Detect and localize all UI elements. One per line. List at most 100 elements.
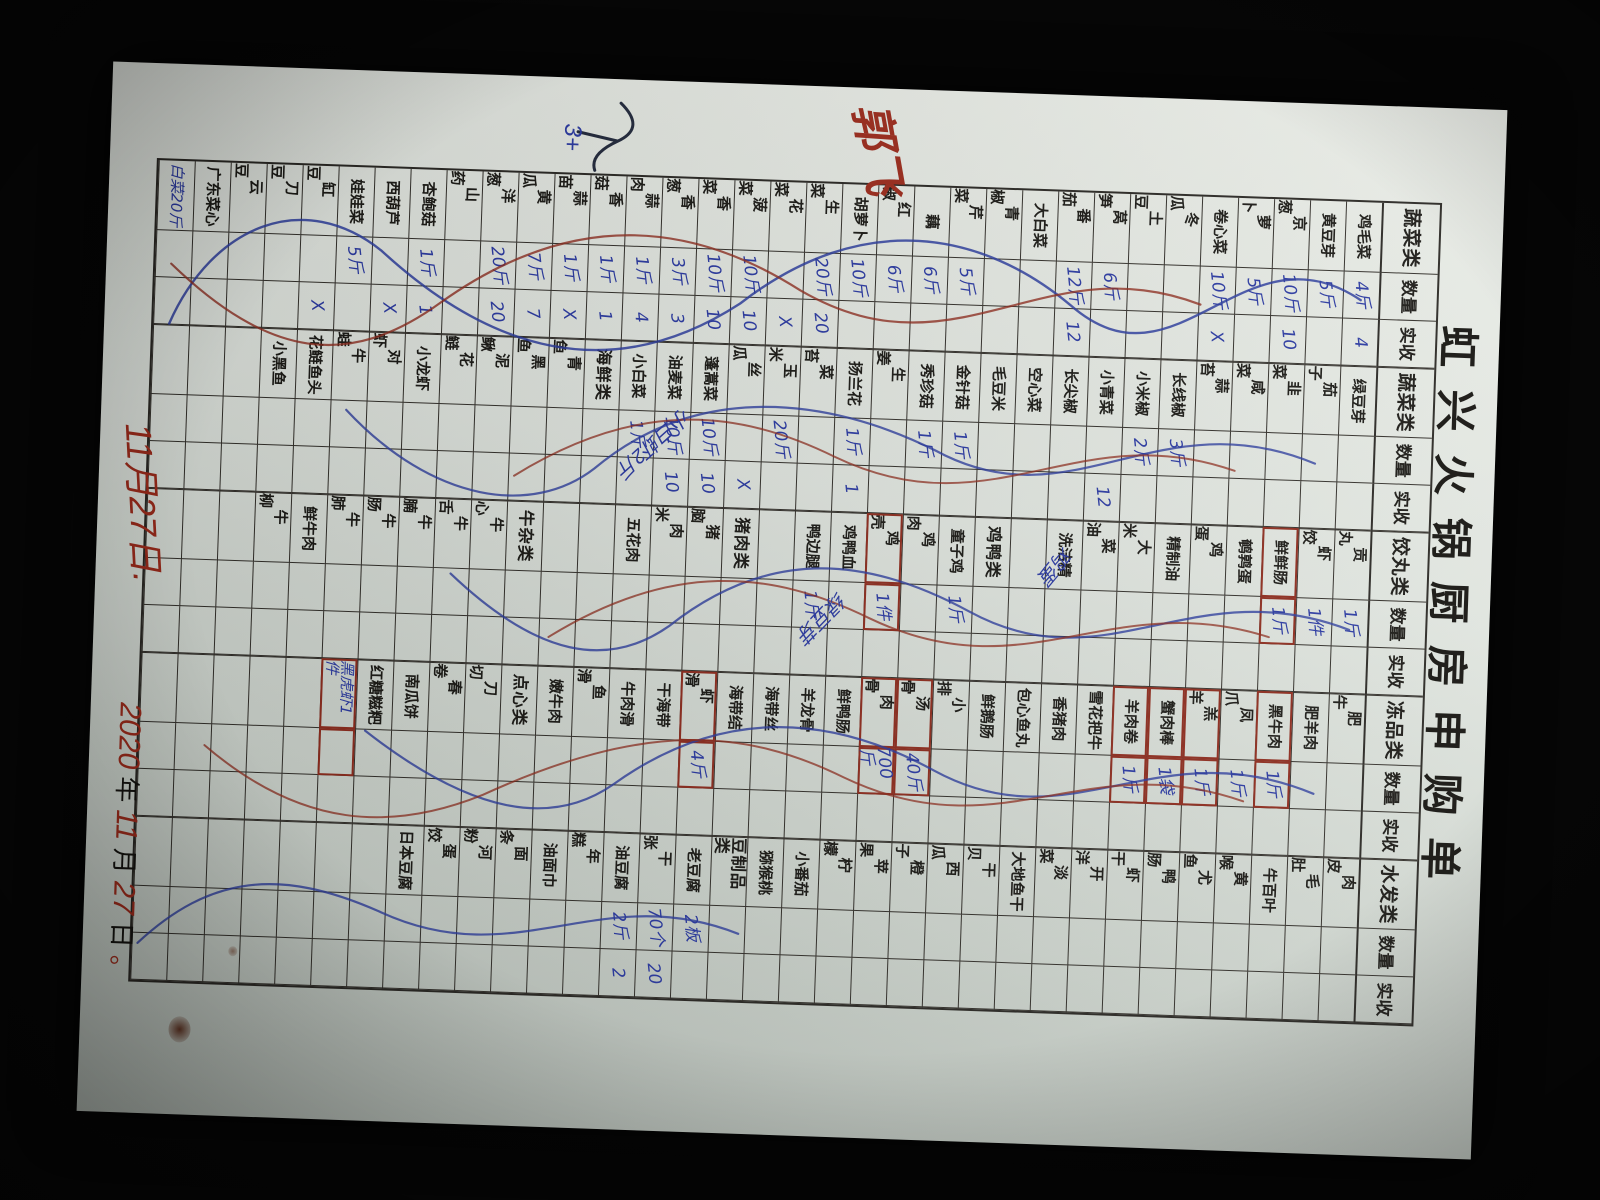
item-cell [349, 823, 388, 895]
qty-cell [815, 909, 854, 958]
item-cell [169, 816, 208, 889]
item-cell: 蒜苗 [552, 173, 591, 246]
qty-cell: 1斤 [940, 421, 979, 470]
recv-cell [789, 627, 827, 676]
recv-cell [454, 943, 492, 993]
qty-cell: 10斤 [688, 412, 727, 462]
item-cell: 猪脑 [684, 506, 724, 578]
item-cell: 苹果 [853, 840, 892, 913]
recv-cell [855, 793, 894, 843]
qty-cell [1324, 763, 1363, 812]
qty-cell [209, 724, 248, 773]
recv-cell [1221, 642, 1259, 691]
qty-cell [154, 230, 193, 279]
qty-cell [1222, 595, 1261, 644]
recv-cell [980, 305, 1019, 355]
recv-cell: X [723, 461, 761, 510]
recv-cell: 10 [651, 458, 689, 507]
recv-cell [399, 449, 437, 498]
recv-cell [615, 457, 653, 506]
item-cell: 黑牛肉 [1254, 690, 1293, 762]
item-cell: 泥鳅 [474, 335, 513, 407]
item-cell: 咸菜 [1230, 361, 1269, 433]
item-cell: 虾滑 [678, 670, 718, 742]
item-cell: 长尖椒 [1050, 355, 1089, 427]
item-cell: 羊龙骨 [786, 674, 826, 746]
qty-cell: 10斤 [730, 250, 769, 299]
qty-cell [1012, 424, 1051, 473]
item-cell: 对虾 [366, 331, 405, 403]
recv-cell [963, 797, 1002, 846]
recv-cell [1035, 800, 1074, 849]
qty-cell [749, 743, 787, 792]
item-cell: 莴笋 [1091, 192, 1131, 265]
qty-cell [328, 400, 367, 449]
recv-cell [897, 631, 935, 680]
qty-cell [821, 745, 859, 794]
qty-cell: 1件 [862, 583, 901, 632]
recv-cell [189, 278, 227, 327]
recv-cell [435, 451, 473, 500]
item-cell: 绿豆芽 [1337, 365, 1377, 437]
qty-cell [959, 914, 997, 963]
item-cell: 干张 [637, 833, 676, 905]
recv-cell [927, 796, 966, 845]
item-cell: 嫩牛肉 [534, 665, 574, 737]
recv-cell [1118, 474, 1157, 524]
qty-cell [1114, 591, 1153, 641]
qty-cell [1300, 434, 1338, 483]
recv-cell [891, 795, 930, 844]
qty-header: 数量 [1372, 436, 1432, 486]
recv-cell [908, 303, 947, 352]
qty-cell: 1斤 [616, 410, 655, 459]
item-cell: 红椒 [875, 185, 915, 257]
recv-cell [747, 790, 786, 839]
item-cell [133, 815, 172, 887]
qty-cell [461, 733, 499, 782]
item-cell: 尤鱼 [1176, 852, 1216, 924]
qty-cell: 1斤 [550, 243, 589, 293]
item-cell: 蟹肉棒 [1146, 687, 1186, 759]
qty-cell [982, 258, 1020, 308]
item-cell [283, 656, 322, 729]
qty-cell [724, 414, 763, 463]
recv-cell [346, 940, 384, 989]
item-cell: 河粉 [457, 827, 496, 899]
recv-cell: 4 [1340, 318, 1379, 367]
item-cell: 土豆 [1127, 194, 1167, 266]
item-cell: 白菜20斤 [156, 160, 195, 232]
qty-cell [533, 735, 571, 784]
qty-cell [718, 577, 757, 627]
qty-cell: 1件 [1294, 598, 1333, 647]
qty-cell [143, 557, 181, 607]
recv-cell [1328, 646, 1367, 695]
recv-header: 实收 [1364, 647, 1425, 697]
item-cell: 黄瓜 [516, 172, 555, 244]
item-cell: 牛腩 [396, 496, 436, 568]
item-cell: 南瓜饼 [391, 660, 430, 732]
item-cell: 香菇 [588, 175, 627, 247]
recv-cell [291, 445, 329, 495]
item-cell: 干海带 [642, 669, 682, 741]
qty-cell [527, 899, 566, 948]
qty-cell [1103, 919, 1141, 968]
recv-cell [321, 611, 360, 660]
item-cell: 蓬蒿菜 [690, 342, 729, 415]
item-cell: 长线椒 [1158, 359, 1197, 431]
recv-cell [219, 443, 257, 492]
item-cell [241, 819, 280, 891]
recv-cell [1232, 314, 1271, 363]
recv-cell [332, 283, 371, 332]
qty-cell [575, 572, 613, 622]
recv-cell [866, 466, 905, 515]
item-cell: 海带结 [714, 671, 754, 744]
recv-cell [1065, 965, 1104, 1014]
qty-cell [1264, 432, 1302, 482]
qty-cell [1228, 431, 1266, 480]
qty-cell: 1斤 [832, 417, 871, 467]
qty-cell: 6斤 [1090, 262, 1128, 311]
item-cell: 鸡壳 [864, 513, 903, 585]
item-cell: 牛杂类 [504, 500, 544, 572]
recv-cell [261, 280, 299, 330]
item-cell: 点心类 [498, 664, 538, 736]
